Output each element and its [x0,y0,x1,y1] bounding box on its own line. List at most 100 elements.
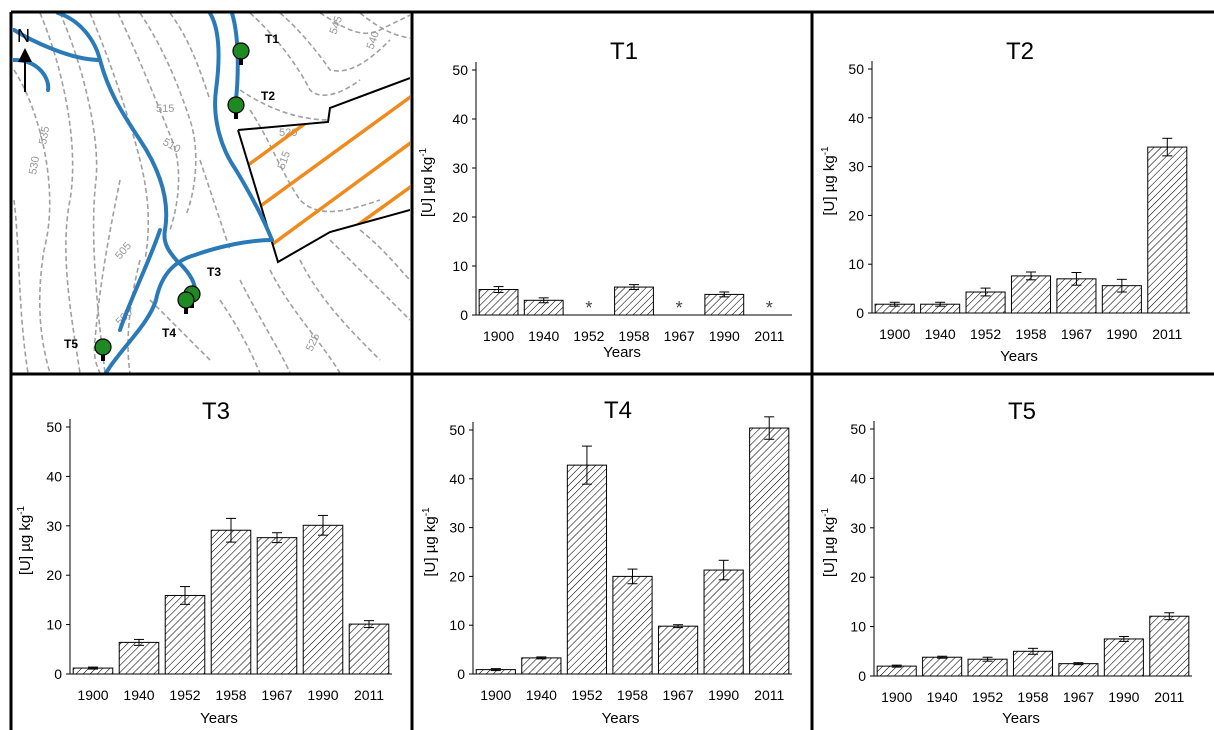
north-label: N [17,26,30,46]
bar [657,625,699,675]
x-tick-label: 1900 [879,326,910,342]
x-tick-label: 1958 [215,687,246,703]
x-tick-label: 1952 [573,328,604,344]
y-tick-label: 10 [850,619,866,635]
x-tick-label: 1990 [307,687,338,703]
bar [922,656,963,677]
x-tick-label: 1967 [1061,326,1092,342]
bar [1010,275,1052,314]
bar [210,529,252,675]
y-tick-label: 10 [46,617,62,633]
y-tick-label: 0 [457,666,465,682]
x-tick-label: 1940 [123,687,154,703]
bar [967,658,1008,677]
x-tick-label: 1940 [925,326,956,342]
contour-label: 520 [279,127,297,139]
x-axis-title: Years [602,710,640,727]
y-tick-label: 0 [858,668,866,684]
bar [348,623,390,675]
chart-title: T3 [202,398,230,425]
chart-title: T5 [1008,398,1036,425]
charts: T1 0 10 20 30 40 50 [U] µg kg-1 1900 1940 * 1952 195… [16,38,1192,727]
x-tick-label: 2011 [754,687,784,703]
contour-label: 545 [328,15,346,36]
tree-icon [227,96,245,119]
y-axis-title: [U] µg kg-1 [820,146,838,216]
y-axis-title: [U] µg kg-1 [820,507,838,577]
bar [164,594,206,675]
bar [749,427,790,675]
y-tick-label: 10 [449,617,465,633]
chart-T1: T1 0 10 20 30 40 50 [U] µg kg-1 1900 1940 * 1952 195… [418,38,792,361]
y-tick-label: 40 [449,471,465,487]
contour-label: 515 [156,103,174,115]
x-tick-label: 1990 [709,328,740,344]
y-tick-label: 20 [449,568,465,584]
bar [1149,615,1190,677]
x-tick-label: 1900 [480,687,511,703]
x-tick-label: 1967 [662,687,693,703]
x-tick-label: 1952 [970,326,1001,342]
x-tick-label: 1967 [261,687,292,703]
x-tick-label: 1952 [571,687,602,703]
chart-title: T2 [1006,38,1034,65]
y-tick-label: 50 [848,61,864,77]
y-tick-label: 50 [46,419,62,435]
y-tick-label: 50 [452,62,468,78]
y-tick-label: 20 [850,569,866,585]
x-tick-label: 1958 [617,687,648,703]
x-tick-label: 1952 [169,687,200,703]
tree-icon [177,291,195,314]
y-tick-label: 30 [452,160,468,176]
chart-title: T1 [610,38,638,65]
y-tick-label: 0 [54,666,62,682]
x-tick-label: 1990 [1108,689,1139,705]
bar [1012,650,1054,677]
bar [614,286,654,316]
chart-T3: T3 0 10 20 30 40 50 [U] µg kg-1 1900 1940 1952 1958… [16,398,392,727]
x-tick-label: 1900 [483,328,514,344]
x-tick-label: 1900 [881,689,912,705]
contour-label: 530 [27,155,42,175]
chart-title: T4 [604,397,632,424]
x-axis-title: Years [603,344,641,361]
y-tick-label: 40 [848,110,864,126]
missing-marker: * [676,298,683,318]
y-axis-title: [U] µg kg-1 [16,505,34,575]
bar [566,464,608,675]
site-label: T4 [162,326,176,340]
chart-T2: T2 0 10 20 30 40 50 [U] µg kg-1 1900 1940 1952 1958… [820,38,1190,365]
y-tick-label: 50 [449,422,465,438]
site-T4: T4 [162,291,195,340]
y-tick-label: 50 [850,421,866,437]
site-T2: T2 [227,89,275,119]
x-tick-label: 1967 [664,328,695,344]
x-axis-title: Years [1002,710,1040,727]
y-tick-label: 30 [46,518,62,534]
y-tick-label: 20 [848,207,864,223]
bar [1147,146,1188,314]
bar [1103,638,1144,677]
x-tick-label: 1990 [1106,326,1137,342]
tree-icon [232,42,250,65]
map-panel: 545 540 535 530 515 510 520 515 505 500 … [13,13,410,373]
missing-marker: * [766,298,773,318]
x-tick-label: 1967 [1063,689,1094,705]
y-axis-title: [U] µg kg-1 [421,507,439,577]
y-tick-label: 10 [452,258,468,274]
x-tick-label: 2011 [1154,689,1184,705]
y-tick-label: 30 [449,520,465,536]
x-tick-label: 1990 [708,687,739,703]
bar [704,293,745,316]
x-tick-label: 1958 [1015,326,1046,342]
y-tick-label: 20 [46,567,62,583]
missing-marker: * [585,298,592,318]
contour-lines [13,13,410,373]
site-label: T3 [207,265,221,279]
rivers [13,13,274,373]
x-tick-label: 1958 [618,328,649,344]
x-tick-label: 1940 [927,689,958,705]
contour-label: 515 [276,150,294,171]
bar [118,641,160,675]
y-tick-label: 40 [46,468,62,484]
